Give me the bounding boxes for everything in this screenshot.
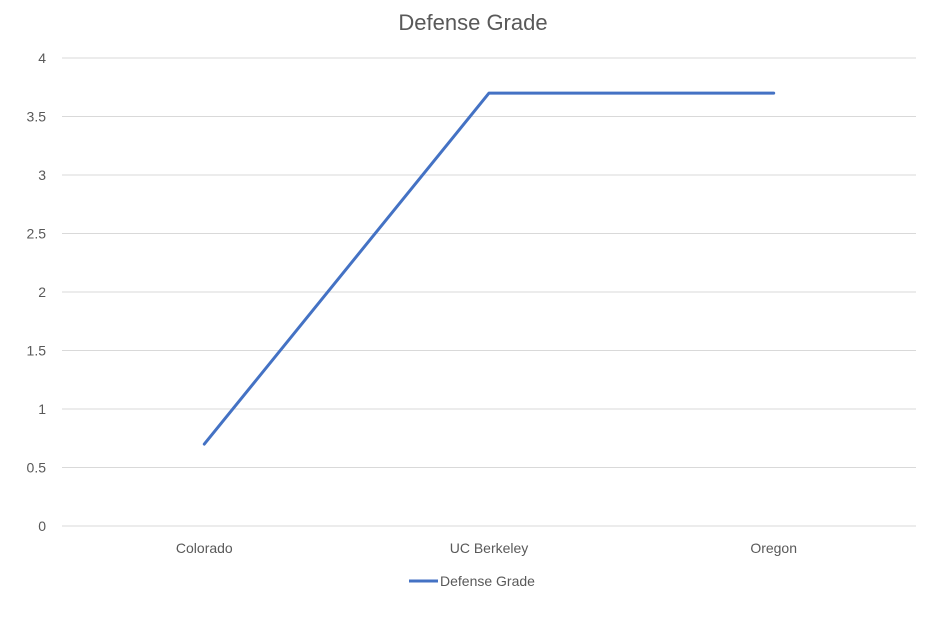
legend-label: Defense Grade <box>440 573 535 589</box>
y-tick-label: 2.5 <box>27 226 47 242</box>
y-tick-label: 1 <box>38 401 46 417</box>
chart-title: Defense Grade <box>398 10 547 35</box>
x-tick-label: UC Berkeley <box>450 540 529 556</box>
y-tick-label: 0 <box>38 518 46 534</box>
legend: Defense Grade <box>409 573 535 589</box>
y-tick-label: 3.5 <box>27 109 47 125</box>
x-tick-label: Colorado <box>176 540 233 556</box>
x-axis-tick-labels: Colorado UC Berkeley Oregon <box>176 540 797 556</box>
x-tick-label: Oregon <box>750 540 797 556</box>
y-tick-label: 1.5 <box>27 343 47 359</box>
y-tick-label: 4 <box>38 50 46 66</box>
series-lines <box>202 91 776 446</box>
y-axis-tick-labels: 0 0.5 1 1.5 2 2.5 3 3.5 4 <box>27 50 47 534</box>
y-tick-label: 0.5 <box>27 460 47 476</box>
y-tick-label: 3 <box>38 167 46 183</box>
y-tick-label: 2 <box>38 284 46 300</box>
series-line <box>202 91 776 446</box>
gridlines <box>62 57 916 527</box>
